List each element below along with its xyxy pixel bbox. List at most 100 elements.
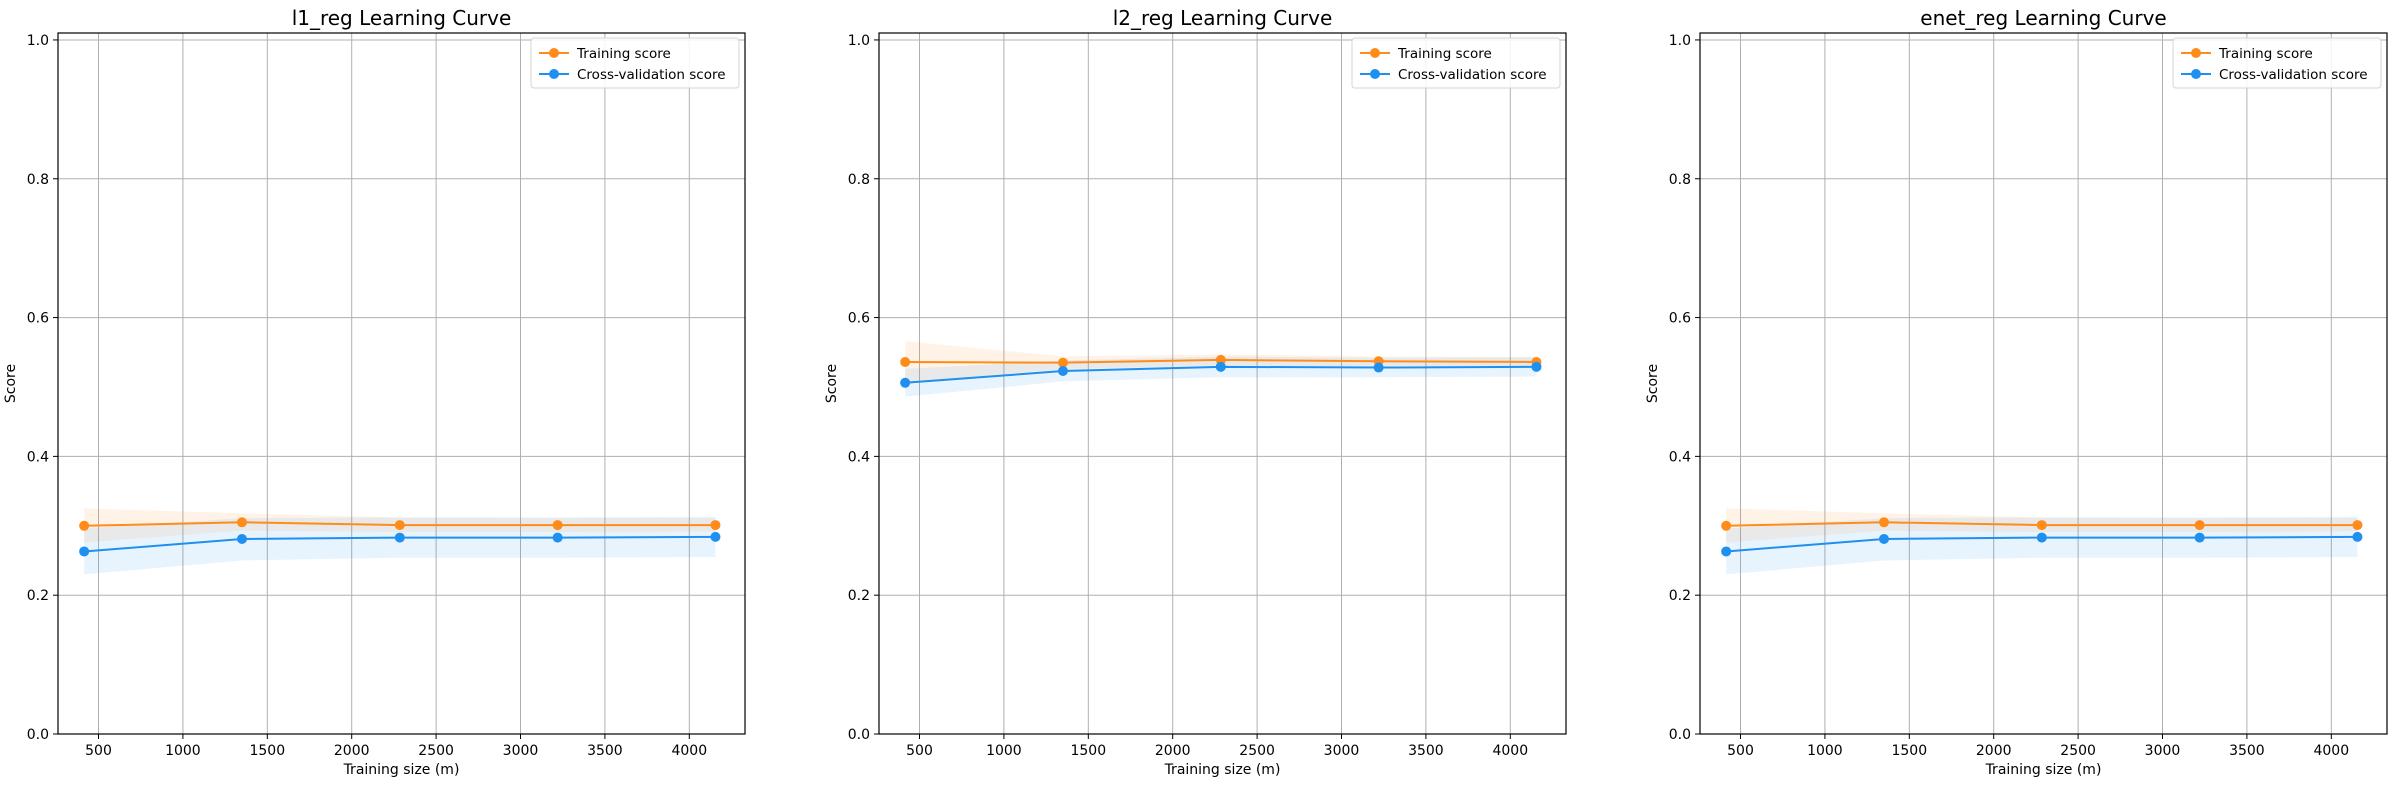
grid-lines	[1700, 33, 2387, 735]
legend: Training score Cross-validation score	[530, 37, 740, 89]
x-tick-label: 3000	[1324, 743, 1360, 759]
data-point-cv	[1373, 362, 1384, 373]
data-point-training	[710, 520, 721, 531]
y-axis-label: Score	[3, 364, 19, 403]
x-tick-label: 3500	[1408, 743, 1444, 759]
x-tick-label: 1000	[165, 743, 201, 759]
legend-box	[2172, 37, 2382, 89]
data-point-training	[1878, 517, 1889, 528]
legend-marker-cv	[1370, 69, 1380, 79]
legend-box	[1351, 37, 1561, 89]
y-tick-label: 0.8	[848, 172, 870, 188]
x-tick-label: 1000	[986, 743, 1022, 759]
x-tick-label: 500	[85, 743, 112, 759]
x-tick-label: 4000	[2313, 743, 2349, 759]
legend-label-cv: Cross-validation score	[2219, 67, 2368, 83]
y-tick-label: 0.4	[1669, 449, 1691, 465]
y-tick-label: 0.6	[27, 311, 49, 327]
legend-marker-training	[549, 48, 559, 58]
chart-panel-1: 500 1000 1500 2000 2500 3000 3500 4000 0.0 0.2 0.4…	[3, 6, 746, 778]
grid-lines	[58, 33, 745, 735]
x-tick-label: 1500	[1891, 743, 1927, 759]
legend-marker-cv	[549, 69, 559, 79]
data-point-cv	[2036, 532, 2047, 543]
data-point-cv	[236, 533, 247, 544]
data-point-cv	[1878, 533, 1889, 544]
data-point-cv	[2194, 532, 2205, 543]
x-tick-label: 1500	[249, 743, 285, 759]
y-tick-label: 0.6	[1669, 311, 1691, 327]
y-tick-label: 1.0	[27, 33, 49, 49]
x-axis-label: Training size (m)	[1164, 762, 1281, 778]
legend-marker-training	[1370, 48, 1380, 58]
x-tick-label: 500	[1727, 743, 1754, 759]
legend-marker-training	[2191, 48, 2201, 58]
y-tick-label: 0.0	[1669, 727, 1691, 743]
x-tick-label: 1500	[1070, 743, 1106, 759]
data-point-training	[79, 520, 90, 531]
data-point-training	[2194, 520, 2205, 531]
legend-label-training: Training score	[576, 46, 671, 62]
legend-label-cv: Cross-validation score	[577, 67, 726, 83]
x-tick-label: 4000	[671, 743, 707, 759]
legend-label-training: Training score	[1397, 46, 1492, 62]
x-tick-label: 2000	[334, 743, 370, 759]
x-tick-label: 3500	[587, 743, 623, 759]
x-tick-label: 2500	[2060, 743, 2096, 759]
axes-frame	[57, 32, 746, 735]
legend-label-training: Training score	[2218, 46, 2313, 62]
x-tick-label: 3000	[503, 743, 539, 759]
series-band-cv	[1726, 516, 2358, 575]
data-point-training	[552, 520, 563, 531]
data-point-training	[1057, 357, 1068, 368]
x-tick-label: 3000	[2145, 743, 2181, 759]
data-point-training	[2036, 520, 2047, 531]
x-tick-label: 2000	[1155, 743, 1191, 759]
y-tick-label: 1.0	[848, 33, 870, 49]
legend: Training score Cross-validation score	[1351, 37, 1561, 89]
y-tick-label: 0.2	[27, 588, 49, 604]
data-point-cv	[552, 532, 563, 543]
legend-marker-cv	[2191, 69, 2201, 79]
legend-box	[530, 37, 740, 89]
data-point-training	[236, 517, 247, 528]
data-point-cv	[394, 532, 405, 543]
data-point-cv	[1721, 546, 1732, 557]
data-point-cv	[900, 377, 911, 388]
legend: Training score Cross-validation score	[2172, 37, 2382, 89]
y-tick-label: 0.0	[848, 727, 870, 743]
data-point-cv	[710, 531, 721, 542]
data-point-training	[900, 356, 911, 367]
data-point-cv	[1215, 361, 1226, 372]
x-tick-label: 2000	[1976, 743, 2012, 759]
chart-panel-3: 500 1000 1500 2000 2500 3000 3500 4000 0.0 0.2 0.4…	[1645, 6, 2388, 778]
y-tick-label: 0.8	[1669, 172, 1691, 188]
axes-frame	[1699, 32, 2388, 735]
chart-title: l2_reg Learning Curve	[1113, 6, 1333, 30]
y-tick-label: 0.4	[27, 449, 49, 465]
data-point-training	[1721, 520, 1732, 531]
data-point-training	[1215, 354, 1226, 365]
x-tick-label: 1000	[1807, 743, 1843, 759]
x-tick-label: 3500	[2229, 743, 2265, 759]
chart-title: l1_reg Learning Curve	[292, 6, 512, 30]
y-tick-label: 0.6	[848, 311, 870, 327]
x-tick-label: 2500	[418, 743, 454, 759]
data-point-cv	[1531, 361, 1542, 372]
data-point-cv	[2352, 531, 2363, 542]
y-tick-label: 0.2	[1669, 588, 1691, 604]
y-axis-label: Score	[1645, 364, 1661, 403]
axes-frame	[878, 32, 1567, 735]
legend-label-cv: Cross-validation score	[1398, 67, 1547, 83]
x-axis-label: Training size (m)	[1985, 762, 2102, 778]
data-point-training	[394, 520, 405, 531]
series-band-cv	[84, 516, 716, 575]
y-tick-label: 1.0	[1669, 33, 1691, 49]
y-tick-label: 0.8	[27, 172, 49, 188]
data-point-cv	[1057, 366, 1068, 377]
x-axis-label: Training size (m)	[343, 762, 460, 778]
x-tick-label: 4000	[1492, 743, 1528, 759]
y-tick-label: 0.2	[848, 588, 870, 604]
